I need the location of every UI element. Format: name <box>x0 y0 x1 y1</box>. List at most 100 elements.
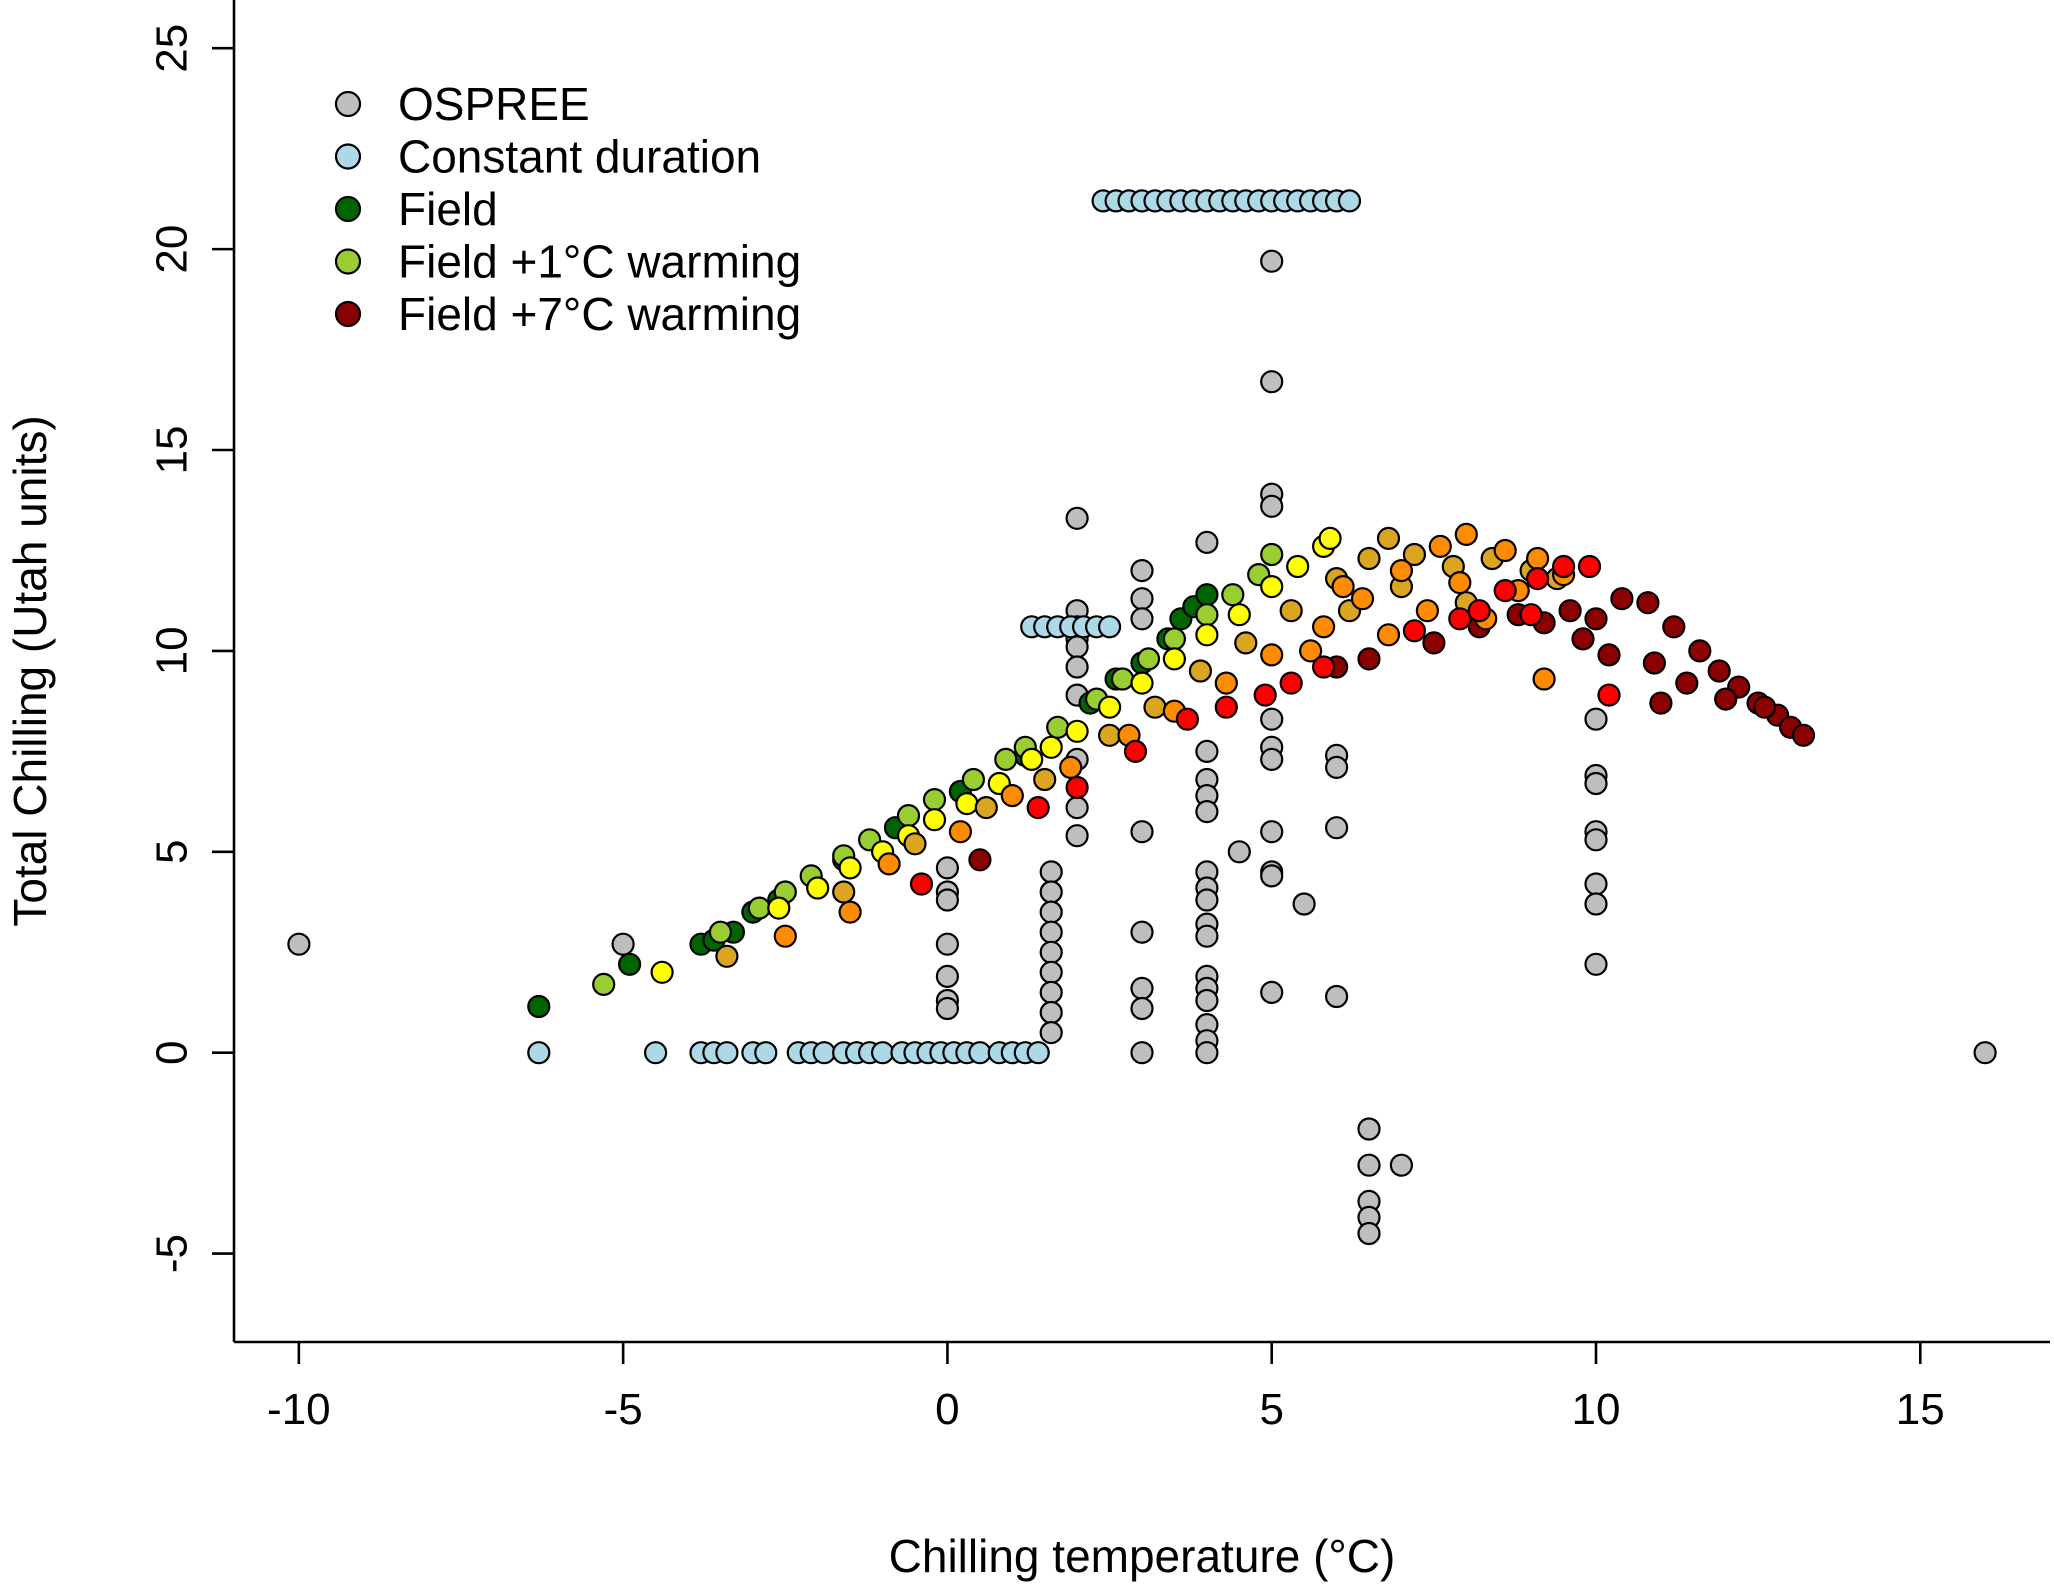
data-point <box>1059 755 1083 780</box>
data-point <box>1752 695 1777 719</box>
data-point <box>1260 747 1284 772</box>
data-point <box>1597 683 1621 707</box>
data-point <box>1065 506 1089 530</box>
data-point <box>1493 578 1517 603</box>
data-point <box>1376 623 1401 647</box>
legend-label: OSPREE <box>398 78 590 130</box>
data-point <box>1162 647 1187 671</box>
data-point <box>922 787 947 812</box>
data-point <box>1065 719 1089 743</box>
data-point <box>1195 739 1219 764</box>
data-point <box>1448 570 1472 595</box>
data-point <box>1227 603 1251 627</box>
data-point <box>1649 691 1673 715</box>
data-point <box>1493 538 1517 563</box>
data-point <box>961 767 986 792</box>
data-point <box>1298 639 1323 663</box>
data-point <box>1357 647 1381 671</box>
data-point <box>1415 599 1440 623</box>
legend-label: Field <box>398 183 498 235</box>
data-point <box>1039 900 1063 924</box>
data-point <box>1110 667 1135 691</box>
data-point <box>1253 683 1277 707</box>
data-point <box>1597 643 1621 667</box>
data-point <box>1584 707 1608 731</box>
data-point <box>1260 574 1284 599</box>
legend-marker <box>334 300 362 328</box>
data-point <box>1000 783 1024 808</box>
data-point <box>1324 816 1349 840</box>
data-point <box>1584 771 1608 796</box>
data-point <box>1260 249 1284 273</box>
data-point <box>1143 695 1167 719</box>
data-point <box>747 896 771 920</box>
data-point <box>1130 558 1154 583</box>
data-point <box>935 932 960 956</box>
data-point <box>1311 615 1336 639</box>
data-point <box>1422 631 1446 655</box>
data-point <box>870 1041 895 1065</box>
data-point <box>1026 795 1050 820</box>
data-point <box>1324 755 1349 780</box>
data-point <box>1020 747 1044 772</box>
data-point <box>1065 635 1089 659</box>
data-point <box>1551 554 1576 579</box>
data-point <box>1195 888 1219 912</box>
y-tick-label: 10 <box>148 626 197 675</box>
data-point <box>935 856 960 880</box>
data-point <box>527 994 551 1019</box>
data-point <box>1039 860 1063 884</box>
data-point <box>1260 370 1284 394</box>
data-point <box>935 996 960 1021</box>
data-point <box>1214 671 1238 695</box>
data-point <box>592 972 616 997</box>
data-point <box>1286 554 1310 579</box>
data-point <box>1065 655 1089 679</box>
data-point <box>1311 655 1336 679</box>
axes: -10 -5 0 5 10 15 -5 0 5 10 15 20 25 Chilling temperat… <box>4 0 2050 1582</box>
data-point <box>1130 976 1154 1001</box>
data-point <box>708 920 733 944</box>
data-point <box>1065 824 1089 848</box>
data-point <box>1195 603 1219 627</box>
data-point <box>994 747 1018 772</box>
data-point <box>1636 591 1660 615</box>
data-point <box>1260 707 1284 731</box>
legend-marker <box>334 143 362 170</box>
data-point <box>838 900 862 924</box>
data-point <box>1195 799 1219 824</box>
data-point <box>1221 583 1245 607</box>
data-point <box>909 872 934 896</box>
data-point <box>1454 522 1478 547</box>
data-point <box>1039 940 1063 964</box>
data-point <box>1130 1041 1154 1065</box>
data-point <box>1402 542 1427 567</box>
data-point <box>1584 952 1608 976</box>
data-point <box>1357 546 1381 571</box>
data-point <box>1577 554 1602 579</box>
data-point <box>1389 1153 1414 1177</box>
y-tick-label: 20 <box>148 225 197 274</box>
data-point <box>1642 651 1667 675</box>
data-points <box>287 189 1997 1246</box>
data-point <box>1195 623 1219 647</box>
data-point <box>1318 526 1342 551</box>
legend-label: Field +1°C warming <box>398 236 801 288</box>
y-tick-label: -5 <box>148 1234 197 1273</box>
data-point <box>1584 828 1608 852</box>
data-point <box>1188 659 1213 683</box>
data-point <box>896 803 921 828</box>
data-point <box>1123 739 1148 764</box>
data-point <box>1525 546 1550 571</box>
data-point <box>1130 607 1154 631</box>
data-point <box>1130 996 1154 1021</box>
data-point <box>715 944 739 968</box>
x-tick-label: 0 <box>935 1385 959 1434</box>
data-point <box>1039 1000 1063 1025</box>
data-point <box>1357 1221 1381 1246</box>
data-point <box>1039 920 1063 944</box>
data-point <box>1097 723 1122 747</box>
data-point <box>650 960 674 984</box>
data-point <box>1791 723 1816 747</box>
